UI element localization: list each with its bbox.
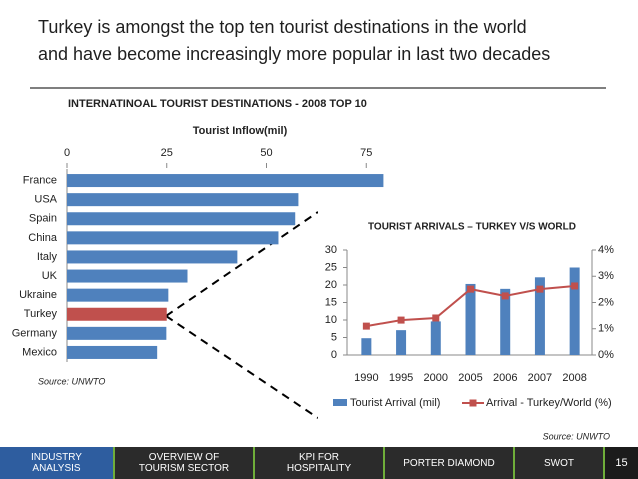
y-tick-label: Spain — [29, 213, 57, 225]
marker — [397, 316, 405, 324]
y2-tick-label: 4% — [598, 244, 614, 256]
x-tick-label: 25 — [161, 147, 173, 159]
y-tick-label: 25 — [325, 261, 337, 273]
legend-swatch — [333, 399, 347, 406]
marker — [467, 285, 474, 293]
legend-swatch — [469, 399, 477, 407]
marker — [432, 314, 440, 322]
bar — [430, 321, 441, 355]
marker — [362, 322, 370, 330]
y-tick-label: China — [28, 232, 58, 244]
y-tick-label: 5 — [331, 331, 337, 343]
nav-tab[interactable]: SWOT — [515, 447, 605, 479]
zoom-line — [165, 211, 319, 317]
y-tick-label: 0 — [331, 349, 337, 361]
y-tick-label: 30 — [325, 244, 337, 256]
legend-label: Arrival - Turkey/World (%) — [486, 397, 612, 409]
charts: INTERNATINOAL TOURIST DESTINATIONS - 200… — [11, 87, 615, 442]
x-tick-label: 50 — [260, 147, 272, 159]
bar — [569, 267, 580, 355]
nav-tab[interactable]: PORTER DIAMOND — [385, 447, 515, 479]
bar — [67, 345, 158, 359]
chart-title: TOURIST ARRIVALS – TURKEY V/S WORLD — [368, 222, 576, 233]
y-tick-label: Ukraine — [19, 289, 57, 301]
bar — [534, 277, 545, 355]
y-tick-label: Mexico — [22, 346, 57, 358]
nav-tab[interactable]: OVERVIEW OF TOURISM SECTOR — [115, 447, 255, 479]
bar — [67, 231, 279, 245]
y-tick-label: 15 — [325, 296, 337, 308]
x-tick-label: 75 — [360, 147, 372, 159]
bar — [396, 330, 407, 355]
zoom-line — [165, 315, 319, 419]
y-tick-label: Turkey — [24, 308, 58, 320]
marker — [536, 285, 544, 293]
axis-title: Tourist Inflow(mil) — [193, 125, 288, 137]
x-tick-label: 1990 — [354, 372, 378, 384]
source-note: Source: UNWTO — [543, 431, 610, 441]
x-tick-label: 2005 — [458, 372, 482, 384]
y2-tick-label: 1% — [598, 323, 614, 335]
bar — [67, 174, 384, 188]
nav-tab[interactable]: KPI FOR HOSPITALITY — [255, 447, 385, 479]
bar — [67, 250, 238, 264]
y-tick-label: France — [23, 174, 57, 186]
source-note: Source: UNWTO — [38, 376, 105, 386]
y-tick-label: USA — [34, 194, 57, 206]
nav-tab[interactable]: INDUSTRY ANALYSIS — [0, 447, 115, 479]
marker — [501, 292, 509, 300]
x-tick-label: 0 — [64, 147, 70, 159]
bar — [500, 288, 511, 355]
y2-tick-label: 2% — [598, 296, 614, 308]
bar — [67, 212, 296, 226]
slide-title: and have become increasingly more popula… — [38, 44, 551, 64]
y-tick-label: Italy — [37, 251, 58, 263]
chart-title: INTERNATINOAL TOURIST DESTINATIONS - 200… — [68, 98, 367, 110]
bar — [67, 307, 167, 321]
nav-bar: INDUSTRY ANALYSIS OVERVIEW OF TOURISM SEC… — [0, 447, 638, 479]
bar — [67, 269, 188, 283]
page-number: 15 — [615, 457, 628, 469]
bar — [67, 326, 167, 340]
y2-tick-label: 3% — [598, 270, 614, 282]
x-tick-label: 1995 — [389, 372, 413, 384]
marker — [571, 282, 579, 290]
x-tick-label: 2000 — [424, 372, 448, 384]
y-tick-label: 20 — [325, 279, 337, 291]
x-tick-label: 2006 — [493, 372, 517, 384]
x-tick-label: 2008 — [562, 372, 586, 384]
bar — [465, 283, 476, 355]
y-tick-label: UK — [42, 270, 58, 282]
bar — [67, 288, 169, 302]
x-tick-label: 2007 — [528, 372, 552, 384]
legend-label: Tourist Arrival (mil) — [350, 397, 440, 409]
bar — [361, 338, 372, 355]
bar — [67, 193, 299, 207]
slide-title: Turkey is amongst the top ten tourist de… — [38, 17, 527, 37]
y2-tick-label: 0% — [598, 349, 614, 361]
y-tick-label: Germany — [12, 327, 58, 339]
y-tick-label: 10 — [325, 314, 337, 326]
